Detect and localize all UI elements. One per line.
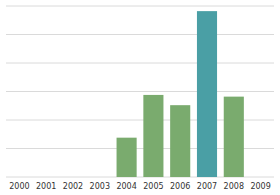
bar bbox=[251, 177, 271, 178]
x-tick-label: 2009 bbox=[250, 182, 270, 191]
x-tick-label: 2001 bbox=[36, 182, 56, 191]
bar bbox=[63, 177, 83, 178]
grid bbox=[6, 6, 274, 177]
x-tick-label: 2005 bbox=[143, 182, 163, 191]
x-tick-label: 2004 bbox=[116, 182, 136, 191]
bar bbox=[9, 177, 29, 178]
bar bbox=[143, 95, 163, 177]
grid-line bbox=[6, 91, 274, 92]
x-tick-label: 2007 bbox=[197, 182, 217, 191]
bar bbox=[197, 11, 217, 177]
grid-line bbox=[6, 6, 274, 7]
x-tick-label: 2003 bbox=[90, 182, 110, 191]
grid-line bbox=[6, 63, 274, 64]
chart: 2000 2001 2002 2003 2004 2005 2006 2007 2008 2009 bbox=[0, 0, 280, 195]
x-tick-label: 2008 bbox=[224, 182, 244, 191]
bars bbox=[117, 11, 244, 177]
bar bbox=[170, 105, 190, 177]
x-tick-label: 2002 bbox=[63, 182, 83, 191]
bar bbox=[117, 138, 137, 177]
grid-line bbox=[6, 34, 274, 35]
x-axis: 2000 2001 2002 2003 2004 2005 2006 2007 2008 2009 bbox=[9, 182, 271, 191]
bar bbox=[90, 177, 110, 178]
bar bbox=[224, 97, 244, 177]
x-tick-label: 2000 bbox=[9, 182, 29, 191]
x-tick-label: 2006 bbox=[170, 182, 190, 191]
chart-container: 2000 2001 2002 2003 2004 2005 2006 2007 2008 2009 bbox=[0, 0, 280, 195]
bar bbox=[36, 177, 56, 178]
